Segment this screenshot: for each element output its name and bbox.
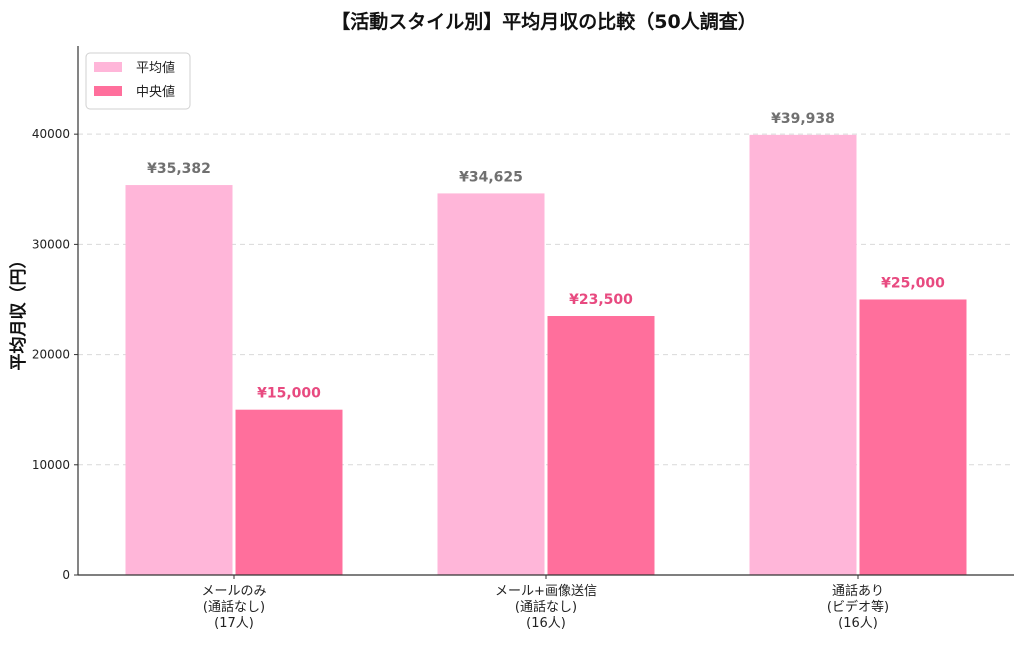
data-label: ¥15,000 [257, 386, 321, 402]
x-tick-label: (通話なし) [203, 599, 265, 615]
legend-swatch [94, 86, 122, 96]
x-tick-label: (16人) [838, 616, 878, 631]
bar-median [235, 409, 343, 575]
bar-median [547, 316, 655, 575]
data-labels: ¥35,382 ¥15,000 ¥34,625 ¥23,500 ¥39,938 ¥25,0… [147, 111, 945, 402]
x-tick-label: メールのみ [201, 584, 266, 599]
x-tick-label: (17人) [214, 616, 254, 631]
y-tick-label: 10000 [32, 458, 70, 472]
y-tick-label: 30000 [32, 237, 70, 251]
legend-swatch [94, 62, 122, 72]
data-label: ¥39,938 [771, 111, 835, 127]
y-ticks: 0 10000 20000 30000 40000 [32, 127, 78, 582]
bar-mean [749, 134, 857, 575]
x-tick-label: 通話あり [832, 583, 884, 599]
x-tick-label: (16人) [526, 616, 566, 631]
x-tick-label: (通話なし) [515, 599, 577, 615]
data-label: ¥34,625 [459, 169, 523, 185]
y-tick-label: 20000 [32, 348, 70, 362]
grid-lines [78, 133, 1014, 466]
legend-label: 平均値 [136, 60, 175, 76]
legend-label: 中央値 [136, 84, 175, 100]
data-label: ¥23,500 [569, 292, 633, 308]
data-label: ¥25,000 [881, 275, 945, 291]
bar-mean [125, 185, 233, 575]
bar-median [859, 299, 967, 575]
chart-title: 【活動スタイル別】平均月収の比較（50人調査） [331, 10, 756, 33]
y-axis-label: 平均月収（円） [8, 252, 29, 371]
bar-mean [437, 193, 545, 576]
x-tick-label: メール+画像送信 [495, 584, 597, 599]
y-tick-label: 40000 [32, 127, 70, 141]
bars [125, 134, 967, 576]
x-tick-label: (ビデオ等) [827, 599, 889, 615]
data-label: ¥35,382 [147, 161, 211, 177]
x-ticks: メールのみ(通話なし)(17人)メール+画像送信(通話なし)(16人)通話あり(… [201, 575, 889, 631]
y-tick-label: 0 [62, 568, 70, 582]
